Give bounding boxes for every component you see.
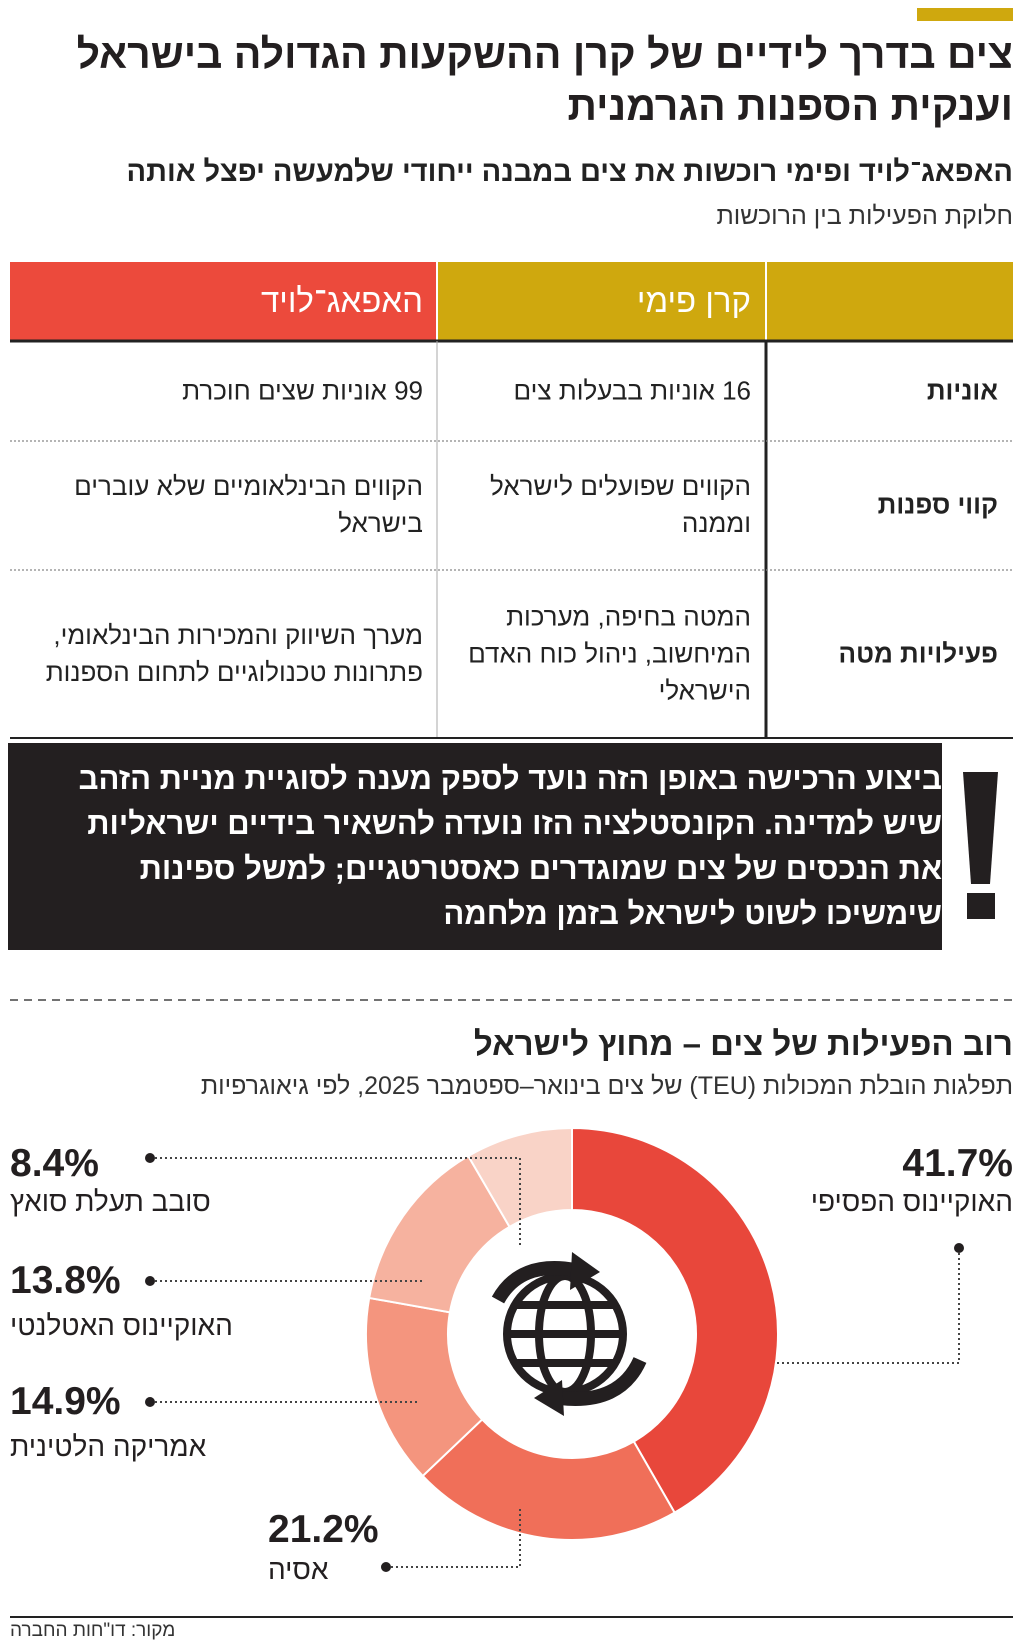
value-label: 21.2%	[268, 1508, 379, 1551]
table-cell: המטה בחיפה, מערכות המיחשוב, ניהול כוח הא…	[468, 601, 751, 706]
column-header: קרן פימי	[636, 282, 751, 319]
leader-dot	[954, 1243, 964, 1253]
row-label: קווי ספנות	[877, 489, 998, 520]
category-label: האוקיינוס הפסיפי	[810, 1186, 1013, 1217]
table-cell: 99 אוניות שצים חוכרת	[182, 375, 423, 406]
donut-segment	[466, 1126, 573, 1229]
header-cell	[767, 262, 1013, 341]
table-title: חלוקת הפעילות בין הרוכשות	[716, 202, 1013, 230]
category-label: האוקיינוס האטלנטי	[10, 1310, 233, 1341]
chart-title: רוב הפעילות של צים – מחוץ לישראל	[473, 1025, 1013, 1062]
title: צים בדרך לידיים של קרן ההשקעות הגדולה בי…	[76, 31, 1013, 129]
value-label: 8.4%	[10, 1142, 99, 1185]
leader-dot	[145, 1276, 155, 1286]
source: מקור: דו"חות החברה	[10, 1620, 176, 1641]
leader-dot	[145, 1153, 155, 1163]
column-header: האפאג־לויד	[261, 282, 423, 319]
accent-bar	[917, 8, 1013, 21]
leader-line	[150, 1157, 521, 1248]
subtitle: האפאג־לויד ופימי רוכשות את צים במבנה ייח…	[126, 156, 1013, 188]
leader-dot	[381, 1562, 391, 1572]
table-cell: מערך השיווק והמכירות הבינלאומי, פתרונות …	[45, 620, 423, 687]
value-label: 14.9%	[10, 1380, 121, 1423]
category-label: אמריקה הלטינית	[10, 1431, 207, 1462]
exclamation	[963, 772, 998, 884]
chart-subtitle: תפלגות הובלת המכולות (TEU) של צים בינואר…	[200, 1072, 1013, 1100]
leader-dot	[145, 1397, 155, 1407]
value-label: 13.8%	[10, 1259, 121, 1302]
leader-line	[775, 1248, 960, 1364]
category-label: סובב תעלת סואץ	[10, 1186, 211, 1217]
callout-text: ביצוע הרכישה באופן הזה נועד לספק מענה לס…	[78, 761, 942, 931]
value-label: 41.7%	[902, 1142, 1013, 1185]
exclamation	[967, 893, 995, 919]
donut-segment	[571, 1126, 779, 1514]
category-label: אסיה	[268, 1554, 329, 1585]
table-cell: הקווים שפועלים לישראל וממנה	[490, 471, 751, 538]
row-label: פעילויות מטה	[838, 638, 999, 669]
header-cell	[10, 262, 436, 341]
callout-box	[8, 743, 942, 950]
row-label: אוניות	[926, 375, 998, 406]
table-cell: הקווים הבינלאומיים שלא עוברים בישראל	[74, 471, 423, 538]
donut-segment	[421, 1418, 676, 1542]
globe-icon	[491, 1252, 647, 1416]
header-cell	[438, 262, 765, 341]
table-cell: 16 אוניות בבעלות צים	[513, 375, 751, 406]
